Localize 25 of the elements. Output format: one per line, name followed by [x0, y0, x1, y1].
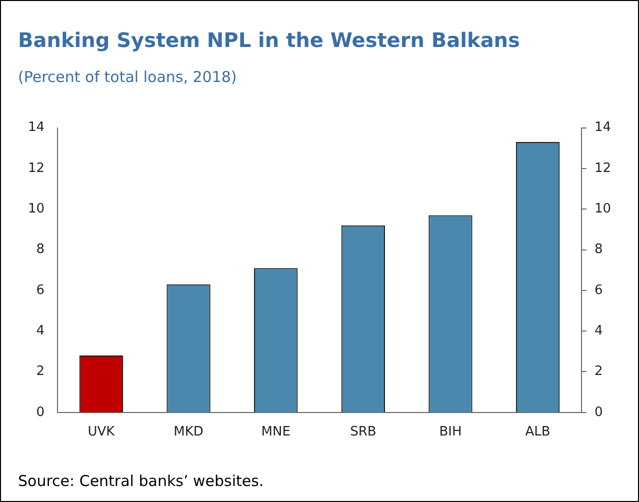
x-tick-label: SRB — [350, 424, 376, 440]
y2-tick-label: 12 — [594, 160, 612, 176]
y2-tick-label: 4 — [594, 323, 603, 338]
x-tick-label: MKD — [174, 424, 204, 440]
y2-tick-label: 10 — [594, 201, 612, 216]
y2-tick-label: 2 — [594, 364, 603, 380]
y-tick-label: 4 — [36, 323, 45, 338]
y2-tick-label: 8 — [594, 242, 603, 258]
y-tick-label: 10 — [28, 201, 45, 216]
x-tick-label: BIH — [439, 424, 462, 440]
y2-tick-label: 14 — [594, 120, 612, 136]
y-tick-label: 0 — [36, 404, 45, 420]
y2-tick-label: 0 — [594, 404, 603, 420]
source-note: Source: Central banks’ websites. — [18, 472, 264, 490]
y2-tick-label: 6 — [594, 282, 603, 298]
x-tick-label: MNE — [261, 424, 290, 440]
y-tick-label: 14 — [28, 120, 45, 136]
y-tick-label: 8 — [36, 242, 45, 258]
chart-subtitle: (Percent of total loans, 2018) — [18, 68, 237, 86]
chart-title: Banking System NPL in the Western Balkans — [18, 28, 520, 52]
y-tick-label: 12 — [28, 160, 45, 176]
x-tick-label: ALB — [525, 424, 550, 440]
y-tick-label: 2 — [36, 364, 45, 380]
x-tick-label: UVK — [88, 424, 116, 440]
y-tick-label: 6 — [36, 282, 45, 298]
